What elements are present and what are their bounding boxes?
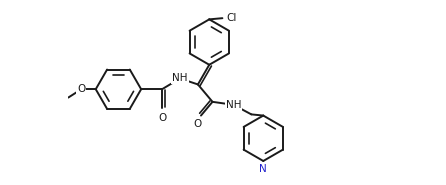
Text: O: O [77,84,86,94]
Text: NH: NH [226,100,241,110]
Text: O: O [158,113,166,123]
Text: Cl: Cl [226,13,236,23]
Text: N: N [260,164,267,174]
Text: O: O [193,119,202,129]
Text: NH: NH [172,73,188,83]
